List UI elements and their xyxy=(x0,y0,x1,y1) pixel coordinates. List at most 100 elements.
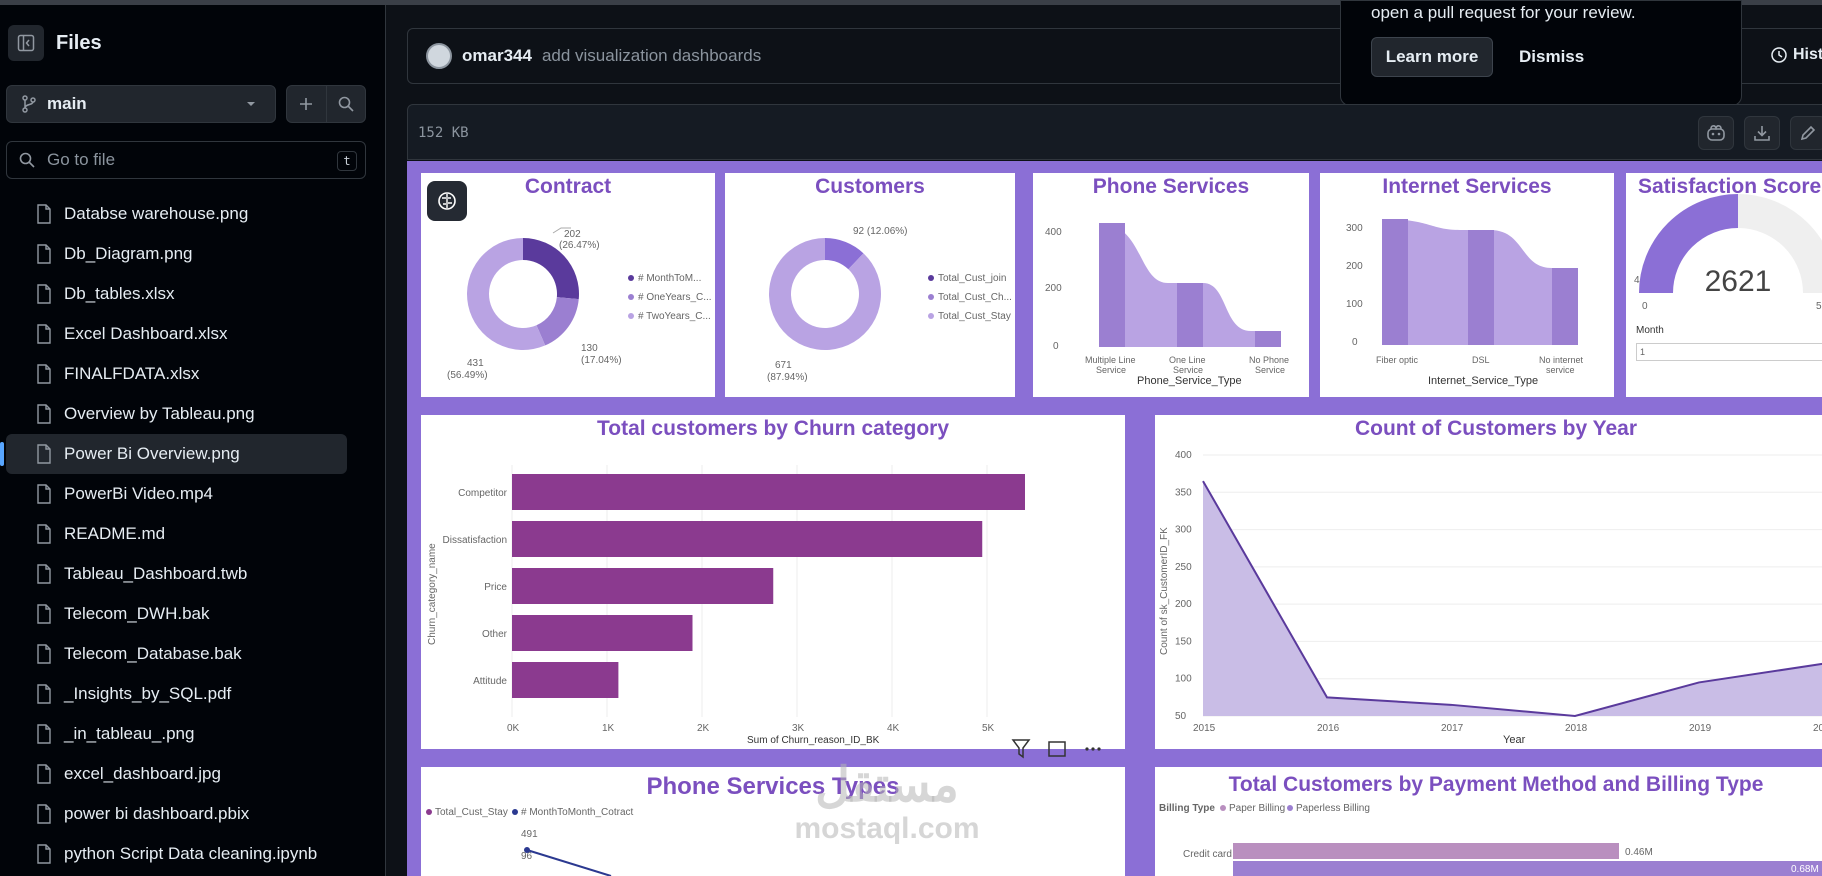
file-icon xyxy=(37,484,51,504)
file-item[interactable]: python Script Data cleaning.ipynb xyxy=(6,834,366,874)
year-ylabel: Count of sk_CustomerID_FK xyxy=(1159,527,1170,655)
internet-cat-1: Fiber optic xyxy=(1376,355,1419,365)
file-item[interactable]: Databse warehouse.png xyxy=(6,194,366,234)
phone-services-chart: 400 200 0 Multiple Line Service One Line… xyxy=(1045,223,1289,387)
phone-services-title: Phone Services xyxy=(1092,175,1250,198)
file-item[interactable]: Overview by Tableau.png xyxy=(6,394,366,434)
churn-xtick: 2K xyxy=(697,723,710,734)
internet-xlabel: Internet_Service_Type xyxy=(1428,375,1538,387)
file-item[interactable]: excel_dashboard.jpg xyxy=(6,754,366,794)
phone-cat-3: No Phone xyxy=(1249,355,1289,365)
phone-types-label-2: 96 xyxy=(521,851,533,862)
visual-hover-toolbar xyxy=(1011,739,1101,759)
file-name: excel_dashboard.jpg xyxy=(64,764,221,783)
phone-cat-3b: Service xyxy=(1255,365,1285,375)
contract-legend-1: # MonthToM... xyxy=(638,273,701,284)
customers-donut: 92 (12.06%) 671 (87.94%) Total_Cust_join… xyxy=(767,226,1012,383)
file-item[interactable]: FINALFDATA.xlsx xyxy=(6,354,366,394)
file-tree-sidebar: Files main Go to file t Databse warehous… xyxy=(0,5,386,876)
history-button[interactable]: Hist xyxy=(1770,46,1822,64)
history-icon xyxy=(1771,47,1787,63)
year-xtick: 2018 xyxy=(1565,723,1588,734)
internet-tick-100: 100 xyxy=(1346,299,1363,310)
brain-icon xyxy=(438,192,456,210)
year-ytick: 350 xyxy=(1175,487,1192,498)
file-icon xyxy=(37,684,51,704)
month-filter-select[interactable]: 1 xyxy=(1636,343,1822,361)
filter-icon[interactable] xyxy=(1011,739,1031,759)
file-name: Overview by Tableau.png xyxy=(64,404,255,423)
year-ytick: 150 xyxy=(1175,636,1192,647)
year-xtick: 2015 xyxy=(1193,723,1216,734)
year-xlabel: Year xyxy=(1503,734,1526,746)
customers-label-2: 671 xyxy=(775,360,792,371)
copilot-button[interactable] xyxy=(1698,116,1734,150)
month-filter-value: 1 xyxy=(1640,347,1646,357)
focus-mode-icon[interactable] xyxy=(1048,741,1066,757)
customers-legend-2: Total_Cust_Ch... xyxy=(938,292,1012,303)
file-item[interactable]: power bi dashboard.pbix xyxy=(6,794,366,834)
dashboard-image: Contract 202 (26.47%) 130 (17.04%) 431 (… xyxy=(407,161,1822,876)
payment-row-label: Credit card xyxy=(1183,849,1232,860)
file-item[interactable]: _in_tableau_.png xyxy=(6,714,366,754)
search-files-button[interactable] xyxy=(327,86,366,122)
phone-tick-0: 0 xyxy=(1053,341,1059,352)
copilot-icon xyxy=(1707,125,1725,141)
avatar[interactable] xyxy=(426,43,452,69)
file-icon xyxy=(37,284,51,304)
file-icon xyxy=(37,604,51,624)
customers-legend-1: Total_Cust_join xyxy=(938,273,1006,284)
satisfaction-value: 2621 xyxy=(1705,265,1772,298)
file-icon xyxy=(37,724,51,744)
phone-types-title: Phone Services Types xyxy=(646,773,900,800)
customers-title: Customers xyxy=(815,175,925,198)
file-toolbar: 152 KB xyxy=(407,104,1822,160)
dismiss-button[interactable]: Dismiss xyxy=(1519,47,1585,66)
collapse-sidebar-button[interactable] xyxy=(8,25,44,61)
watermark: مستقل mostaql.com xyxy=(722,760,1052,860)
file-item[interactable]: Db_tables.xlsx xyxy=(6,274,366,314)
file-item[interactable]: Power Bi Overview.png xyxy=(0,434,347,474)
year-area-chart: Count of sk_CustomerID_FK Year 400 350 300… xyxy=(1159,450,1822,746)
learn-more-button[interactable]: Learn more xyxy=(1371,37,1493,77)
file-icon xyxy=(37,564,51,584)
year-card: Count of Customers by Year Count of sk_C… xyxy=(1155,415,1822,749)
contract-label-1: 202 xyxy=(564,229,581,240)
file-name: README.md xyxy=(64,524,166,543)
churn-category-label: Competitor xyxy=(458,488,508,499)
go-to-file-input[interactable]: Go to file t xyxy=(6,141,366,179)
year-line xyxy=(1202,480,1822,718)
branch-selector[interactable]: main xyxy=(6,85,276,123)
file-item[interactable]: Tableau_Dashboard.twb xyxy=(6,554,366,594)
edit-button[interactable] xyxy=(1790,116,1822,150)
year-xtick: 2017 xyxy=(1441,723,1464,734)
file-item[interactable]: Telecom_Database.bak xyxy=(6,634,366,674)
file-item[interactable]: _Insights_by_SQL.pdf xyxy=(6,674,366,714)
add-file-button[interactable] xyxy=(287,86,327,122)
file-item[interactable]: README.md xyxy=(6,514,366,554)
contract-legend-2: # OneYears_C... xyxy=(638,292,712,303)
customers-slice xyxy=(769,238,881,350)
churn-bar xyxy=(512,662,619,698)
file-item[interactable]: PowerBi Video.mp4 xyxy=(6,474,366,514)
download-icon xyxy=(1754,126,1770,141)
contract-slice xyxy=(523,238,579,300)
file-name: _in_tableau_.png xyxy=(64,724,195,743)
contract-label-3-pct: (56.49%) xyxy=(447,370,488,381)
satisfaction-gauge: 2621 0 524 4 xyxy=(1634,194,1822,312)
file-item[interactable]: Telecom_DWH.bak xyxy=(6,594,366,634)
contract-donut: 202 (26.47%) 130 (17.04%) 431 (56.49%) #… xyxy=(447,227,712,381)
file-name: Telecom_DWH.bak xyxy=(64,604,210,623)
commit-author[interactable]: omar344 xyxy=(462,46,532,65)
file-item[interactable]: Db_Diagram.png xyxy=(6,234,366,274)
file-item[interactable]: Excel Dashboard.xlsx xyxy=(6,314,366,354)
ai-brain-button[interactable] xyxy=(427,181,467,221)
payment-value-1: 0.46M xyxy=(1625,847,1653,858)
satisfaction-side: 4 xyxy=(1634,275,1640,286)
phone-tick-200: 200 xyxy=(1045,283,1062,294)
download-button[interactable] xyxy=(1744,116,1780,150)
commit-message[interactable]: add visualization dashboards xyxy=(541,46,762,65)
payment-value-2: 0.68M xyxy=(1791,864,1819,875)
more-options-icon[interactable] xyxy=(1085,747,1089,751)
year-xtick: 2016 xyxy=(1317,723,1340,734)
